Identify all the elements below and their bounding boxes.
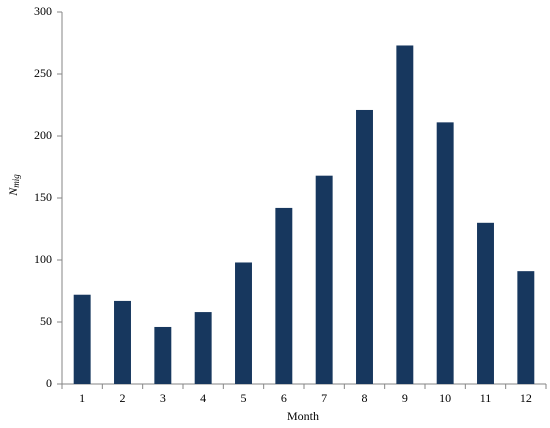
x-tick-label: 12: [520, 391, 532, 405]
x-tick-label: 6: [281, 391, 287, 405]
y-tick-label: 150: [34, 190, 52, 204]
bar: [356, 109, 373, 385]
y-tick-label: 300: [34, 4, 52, 18]
bar: [73, 294, 91, 384]
x-axis-label: Month: [287, 409, 319, 423]
x-tick-label: 2: [120, 391, 126, 405]
bar: [436, 122, 454, 385]
y-tick-label: 0: [46, 376, 52, 390]
bar: [235, 262, 252, 384]
x-tick-label: 11: [480, 391, 492, 405]
y-axis-label-main: N: [6, 187, 20, 197]
bar: [477, 222, 494, 384]
y-axis-label-subscript: mig: [11, 174, 21, 188]
bar: [396, 45, 414, 384]
x-tick-label: 9: [402, 391, 408, 405]
bar: [517, 271, 535, 384]
bar: [154, 326, 172, 384]
y-axis-label: Nmig: [6, 174, 21, 197]
x-tick-label: 4: [200, 391, 206, 405]
x-tick-label: 7: [321, 391, 327, 405]
y-tick-label: 250: [34, 66, 52, 80]
bar: [315, 175, 333, 384]
x-tick-label: 3: [160, 391, 166, 405]
bar: [275, 207, 293, 384]
x-tick-label: 8: [362, 391, 368, 405]
y-tick-label: 50: [40, 314, 52, 328]
x-tick-label: 1: [79, 391, 85, 405]
x-tick-label: 5: [241, 391, 247, 405]
x-tick-label: 10: [439, 391, 451, 405]
y-tick-label: 200: [34, 128, 52, 142]
bar: [114, 300, 131, 384]
y-tick-label: 100: [34, 252, 52, 266]
bar: [194, 312, 212, 384]
